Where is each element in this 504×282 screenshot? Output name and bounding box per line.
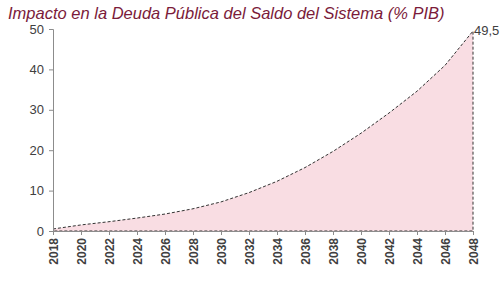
x-tick-label: 2036	[299, 238, 313, 265]
x-tick: 2042	[383, 231, 397, 265]
y-tick-mark	[49, 69, 53, 70]
x-tick-mark	[249, 231, 250, 235]
x-tick-mark	[333, 231, 334, 235]
x-tick-mark	[53, 231, 54, 235]
area	[53, 31, 473, 231]
x-tick-label: 2032	[243, 238, 257, 265]
x-tick-label: 2038	[327, 238, 341, 265]
x-tick-label: 2044	[411, 238, 425, 265]
x-tick-mark	[165, 231, 166, 235]
y-tick-label: 50	[30, 22, 44, 37]
x-tick-mark	[417, 231, 418, 235]
x-tick-label: 2034	[271, 238, 285, 265]
x-tick-mark	[221, 231, 222, 235]
x-tick: 2032	[243, 231, 257, 265]
x-tick: 2028	[187, 231, 201, 265]
y-tick-mark	[49, 191, 53, 192]
y-tick-mark	[49, 150, 53, 151]
y-tick-label: 10	[30, 183, 44, 198]
x-tick: 2040	[355, 231, 369, 265]
x-tick: 2026	[159, 231, 173, 265]
x-tick-label: 2020	[75, 238, 89, 265]
x-tick: 2034	[271, 231, 285, 265]
y-tick-mark	[49, 29, 53, 30]
x-tick-mark	[193, 231, 194, 235]
x-tick: 2044	[411, 231, 425, 265]
x-tick-mark	[81, 231, 82, 235]
x-tick-mark	[305, 231, 306, 235]
x-tick: 2030	[215, 231, 229, 265]
y-tick-label: 30	[30, 102, 44, 117]
x-tick: 2036	[299, 231, 313, 265]
title: Impacto en la Deuda Pública del Saldo de…	[8, 4, 445, 22]
x-tick-label: 2022	[103, 238, 117, 265]
x-axis-line	[54, 232, 474, 236]
x-tick: 2022	[103, 231, 117, 265]
data-label: 49,5	[474, 23, 499, 38]
x-tick: 2018	[47, 231, 61, 265]
y-tick: 50	[30, 22, 53, 37]
y-axis: 0 10 20 30 40 50	[30, 22, 54, 239]
y-tick-mark	[49, 231, 53, 232]
plot-area	[53, 31, 473, 231]
x-tick-label: 2040	[355, 238, 369, 265]
x-tick-label: 2046	[439, 238, 453, 265]
x-tick: 2038	[327, 231, 341, 265]
y-tick-label: 0	[37, 224, 44, 239]
y-tick: 30	[30, 102, 53, 117]
y-tick-mark	[49, 110, 53, 111]
x-tick-mark	[445, 231, 446, 235]
y-axis-line	[49, 30, 54, 232]
y-tick: 10	[30, 183, 53, 198]
x-tick-label: 2042	[383, 238, 397, 265]
data-labels: 49,5	[474, 23, 499, 38]
x-tick-label: 2048	[467, 238, 481, 265]
y-tick-label: 40	[30, 62, 44, 77]
y-tick: 20	[30, 143, 53, 158]
x-tick-label: 2026	[159, 238, 173, 265]
x-tick-label: 2024	[131, 238, 145, 265]
x-tick-mark	[473, 231, 474, 235]
x-axis: 2018 2020 2022 2024 2026 2028 2030 2032 2034 2036…	[47, 231, 481, 265]
x-tick: 2048	[467, 231, 481, 265]
x-tick: 2046	[439, 231, 453, 265]
x-tick-label: 2018	[47, 238, 61, 265]
x-tick-mark	[361, 231, 362, 235]
x-tick: 2024	[131, 231, 145, 265]
chart: Impacto en la Deuda Pública del Saldo de…	[0, 0, 504, 282]
y-tick: 0	[37, 224, 53, 239]
x-tick-mark	[109, 231, 110, 235]
y-tick-label: 20	[30, 143, 44, 158]
y-tick: 40	[30, 62, 53, 77]
x-tick-label: 2028	[187, 238, 201, 265]
x-tick: 2020	[75, 231, 89, 265]
x-tick-mark	[277, 231, 278, 235]
x-tick-mark	[389, 231, 390, 235]
x-tick-label: 2030	[215, 238, 229, 265]
x-tick-mark	[137, 231, 138, 235]
